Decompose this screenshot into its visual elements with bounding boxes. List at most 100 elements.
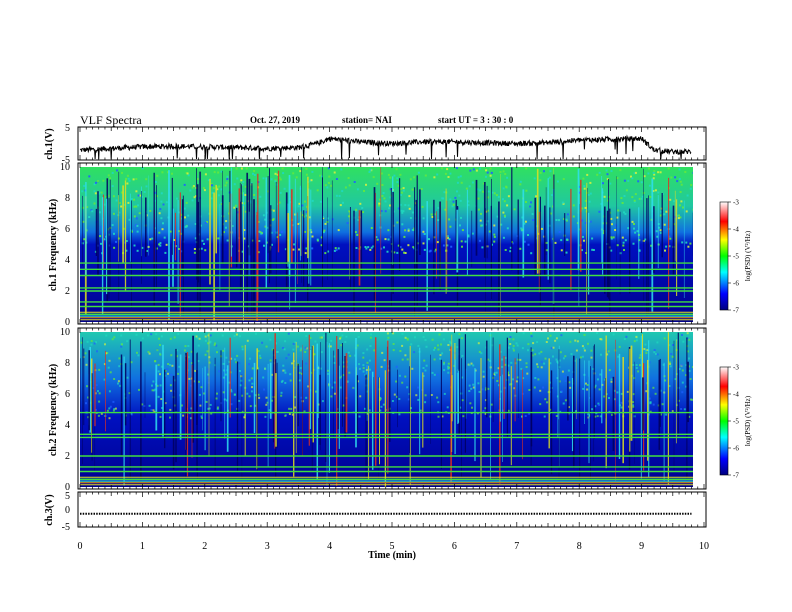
spectrogram-pixel	[539, 389, 542, 392]
spectrogram-pixel	[433, 358, 436, 361]
spectrogram-pixel	[88, 216, 91, 218]
spectrogram-pixel	[633, 172, 636, 175]
spectrogram-pixel	[97, 390, 99, 393]
spectrogram-pixel	[567, 369, 570, 372]
spectrogram-pixel	[161, 171, 164, 174]
spectrogram-pixel	[362, 211, 364, 214]
spectrogram-pixel	[580, 356, 582, 359]
spectrogram-pixel	[116, 169, 119, 172]
spectrogram-pixel	[403, 235, 406, 238]
spectrogram-pixel	[365, 183, 367, 186]
ch1-spectrogram-ticks	[79, 163, 705, 324]
spectrogram-pixel	[437, 219, 440, 222]
spectrogram-pixel	[685, 241, 688, 244]
spectrogram-pixel	[411, 229, 414, 231]
spectrogram-pixel	[205, 400, 208, 403]
spectrogram-pixel	[486, 171, 489, 174]
spectrogram-pixel	[343, 365, 346, 368]
spectrogram-pixel	[610, 217, 613, 220]
colorbar-ch2-ticks: -3 -4 -5 -6 -7	[728, 364, 739, 480]
spectrogram-pixel	[523, 240, 526, 243]
spectrogram-pixel	[269, 359, 272, 362]
spectrogram-pixel	[250, 201, 253, 204]
spectrogram-pixel	[292, 248, 295, 251]
spectrogram-pixel	[213, 171, 216, 174]
spectrogram-pixel	[406, 386, 409, 389]
spectrogram-pixel	[311, 199, 314, 202]
spectrogram-pixel	[678, 368, 681, 370]
spectrogram-pixel	[555, 219, 558, 221]
spectrogram-pixel	[326, 221, 329, 223]
spectrogram-pixel	[223, 231, 225, 234]
spectrogram-pixel	[391, 250, 393, 253]
spectrogram-pixel	[241, 345, 244, 348]
spectrogram-pixel	[613, 389, 616, 392]
spectrogram-pixel	[583, 349, 586, 352]
spectrogram-pixel	[668, 235, 671, 238]
spectrogram-pixel	[135, 224, 138, 227]
spectrogram-pixel	[464, 240, 467, 243]
spectrogram-pixel	[434, 248, 437, 251]
spectrogram-pixel	[512, 338, 515, 341]
spectrogram-pixel	[497, 367, 500, 370]
spectrogram-pixel	[607, 199, 610, 202]
spectrogram-pixel	[508, 346, 510, 349]
spectrogram-pixel	[657, 223, 660, 226]
spectrogram-pixel	[383, 359, 386, 362]
spectrogram-pixel	[480, 352, 483, 355]
spectrogram-pixel	[295, 176, 298, 179]
spectrogram-pixel	[403, 251, 405, 254]
spectrogram-pixel	[688, 365, 690, 368]
spectrogram-pixel	[573, 359, 576, 362]
spectrogram-pixel	[528, 389, 531, 391]
spectrogram-pixel	[245, 167, 248, 170]
spectrogram-pixel	[103, 363, 106, 366]
spectrogram-pixel	[279, 191, 282, 194]
spectrogram-pixel	[300, 347, 303, 350]
spectrogram-pixel	[222, 349, 225, 352]
spectrogram-pixel	[558, 219, 560, 222]
ch1-freq-tick-6: 6	[65, 224, 70, 235]
spectrogram-pixel	[266, 226, 269, 229]
spectrogram-pixel	[294, 341, 297, 344]
spectrogram-pixel	[638, 249, 641, 252]
spectrogram-pixel	[216, 186, 219, 189]
spectrogram-pixel	[598, 403, 601, 406]
spectrogram-pixel	[436, 396, 439, 399]
spectrogram-pixel	[194, 237, 197, 240]
colorbar-tick-label: -7	[733, 307, 739, 315]
spectrogram-pixel	[185, 201, 188, 204]
spectrogram-pixel	[460, 240, 463, 243]
time-tick-label: 2	[202, 541, 207, 552]
spectrogram-pixel	[370, 246, 373, 249]
spectrogram-pixel	[535, 195, 538, 198]
spectrogram-pixel	[158, 337, 160, 340]
spectrogram-pixel	[105, 195, 108, 198]
spectrogram-pixel	[330, 395, 333, 398]
spectrogram-pixel	[210, 182, 213, 185]
spectrogram-pixel	[254, 394, 257, 397]
spectrogram-pixel	[347, 351, 350, 354]
spectrogram-pixel	[126, 340, 129, 343]
spectrogram-pixel	[141, 337, 144, 340]
spectrogram-pixel	[164, 251, 167, 254]
spectrogram-pixel	[493, 240, 496, 243]
spectrogram-pixel	[236, 177, 239, 180]
spectrogram-pixel	[643, 175, 646, 178]
spectrogram-pixel	[342, 404, 345, 407]
spectrogram-pixel	[638, 356, 641, 359]
spectrogram-pixel	[241, 183, 244, 186]
spectrogram-pixel	[170, 354, 173, 357]
spectrogram-pixel	[591, 237, 594, 240]
spectrogram-pixel	[230, 403, 233, 406]
spectrogram-pixel	[649, 195, 652, 198]
spectrogram-pixel	[378, 202, 381, 205]
spectrogram-pixel	[436, 241, 439, 244]
spectrogram-pixel	[507, 195, 510, 198]
spectrogram-pixel	[602, 182, 604, 185]
spectrogram-pixel	[611, 413, 614, 416]
spectrogram-pixel	[141, 167, 144, 170]
spectrogram-pixel	[111, 224, 114, 227]
spectrogram-pixel	[500, 223, 503, 226]
colorbar-tick-label: -7	[733, 472, 739, 480]
